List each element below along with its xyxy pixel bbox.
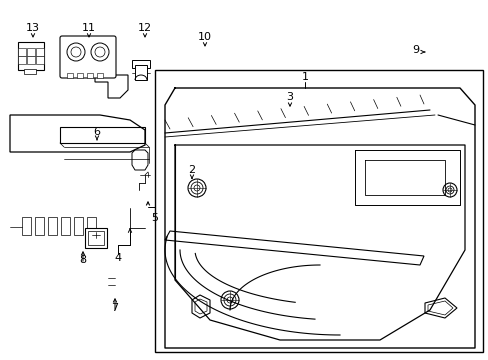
Bar [85, 228, 107, 248]
Bar [60, 127, 145, 143]
Text: 10: 10 [198, 32, 212, 42]
Bar [27, 56, 35, 64]
Bar [61, 217, 70, 235]
Text: 5: 5 [151, 213, 158, 223]
Bar [35, 217, 44, 235]
Bar [18, 56, 26, 64]
FancyBboxPatch shape [60, 36, 116, 78]
Bar [97, 73, 103, 78]
Text: 12: 12 [138, 23, 152, 33]
Bar [36, 56, 44, 64]
Bar [27, 48, 35, 56]
Text: 13: 13 [26, 23, 40, 33]
Text: 3: 3 [286, 92, 293, 102]
Bar [135, 65, 147, 80]
Bar [155, 70, 482, 352]
Text: 6: 6 [93, 127, 101, 137]
Bar [67, 73, 73, 78]
Text: 11: 11 [82, 23, 96, 33]
Text: 1: 1 [301, 72, 308, 82]
Text: 9: 9 [411, 45, 419, 55]
Bar [48, 217, 57, 235]
Bar [18, 42, 44, 70]
Text: 2: 2 [188, 165, 195, 175]
Text: 8: 8 [79, 255, 86, 265]
Bar [88, 231, 104, 245]
Bar [36, 48, 44, 56]
Bar [77, 73, 83, 78]
Text: 7: 7 [111, 303, 118, 313]
Bar [22, 217, 31, 235]
Bar [132, 60, 150, 68]
Text: 4: 4 [114, 253, 122, 263]
Bar [24, 69, 36, 74]
Bar [87, 217, 96, 235]
Bar [18, 48, 26, 56]
Bar [87, 73, 93, 78]
Bar [74, 217, 83, 235]
